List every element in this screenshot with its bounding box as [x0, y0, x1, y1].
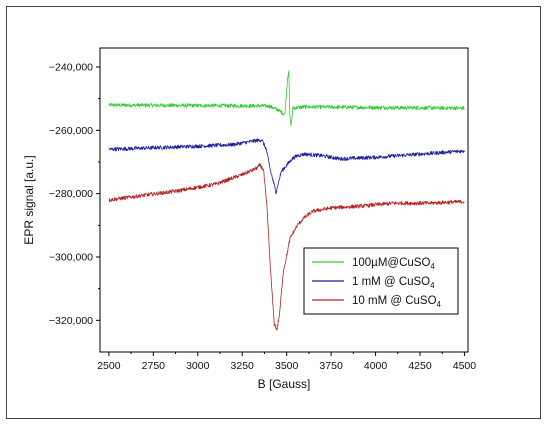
legend-label-subscript: 4 — [437, 300, 442, 309]
figure-frame — [6, 6, 541, 419]
y-tick-label: −320,000 — [49, 315, 93, 327]
legend-label-2: 1 mM @ CuSO4 — [352, 276, 435, 290]
x-tick-label: 4250 — [408, 360, 432, 372]
y-tick-label: −280,000 — [49, 188, 93, 200]
x-tick-label: 4000 — [364, 360, 388, 372]
y-tick-label: −240,000 — [49, 62, 93, 74]
x-tick-label: 2750 — [142, 360, 166, 372]
x-tick-label: 3000 — [186, 360, 210, 372]
axes-group: 2500 2750 3000 3250 3500 3750 4000 4250 4500 −240… — [49, 62, 476, 373]
y-tick-label: −300,000 — [49, 252, 93, 264]
series-line-3 — [108, 163, 465, 331]
legend-label-subscript: 4 — [430, 262, 435, 271]
y-axis-label: EPR signal [a.u.] — [22, 155, 36, 244]
legend-label-text: 10 mM @ CuSO — [352, 295, 437, 307]
legend-label-subscript: 4 — [430, 281, 435, 290]
x-tick-label: 3250 — [231, 360, 255, 372]
x-tick-label: 2500 — [97, 360, 121, 372]
legend-label-3: 10 mM @ CuSO4 — [352, 295, 442, 309]
legend-label-text: 1 mM @ CuSO — [352, 276, 430, 288]
legend-label-text: 100µM@CuSO — [352, 257, 430, 269]
x-tick-label: 3750 — [319, 360, 343, 372]
plot-area — [99, 47, 469, 353]
legend-label-1: 100µM@CuSO4 — [352, 257, 435, 271]
x-tick-label: 4500 — [453, 360, 477, 372]
series-line-1 — [108, 70, 465, 127]
plot-border — [99, 47, 469, 353]
x-axis-label: B [Gauss] — [258, 377, 311, 391]
series-line-2 — [108, 138, 465, 195]
x-tick-label: 3500 — [275, 360, 299, 372]
y-tick-label: −260,000 — [49, 125, 93, 137]
series-group — [108, 70, 465, 331]
